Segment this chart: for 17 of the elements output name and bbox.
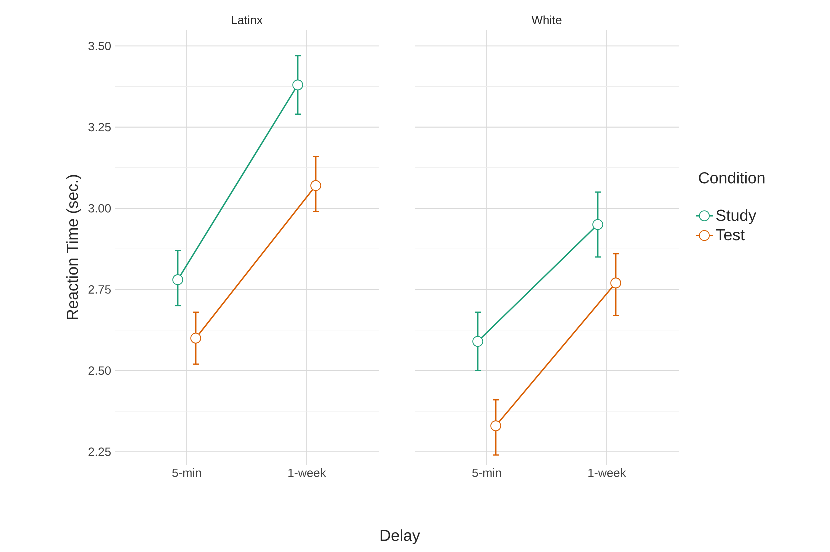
chart-title: Latinx [232, 16, 263, 24]
x-tick-label: 5-min [172, 468, 202, 478]
x-tick-label: 5-min [472, 468, 502, 478]
y-tick-label: 3.50 [88, 42, 112, 50]
x-tick-label: 1-week [588, 468, 626, 478]
y-tick-label: 3.25 [88, 123, 111, 132]
y-tick-label: 2.50 [88, 366, 112, 376]
y-axis-title: Reaction Time (sec.) [66, 175, 82, 320]
legend-title: Condition [699, 172, 765, 184]
x-axis-title: Delay [380, 530, 420, 544]
y-tick-label: 3.00 [88, 204, 112, 213]
legend-label: Test [716, 230, 745, 241]
y-tick-label: 2.25 [88, 448, 111, 456]
x-tick-label: 1-week [288, 468, 326, 478]
legend-label: Study [716, 210, 757, 224]
y-tick-label: 2.75 [88, 285, 111, 294]
chart-title: White [532, 16, 562, 24]
